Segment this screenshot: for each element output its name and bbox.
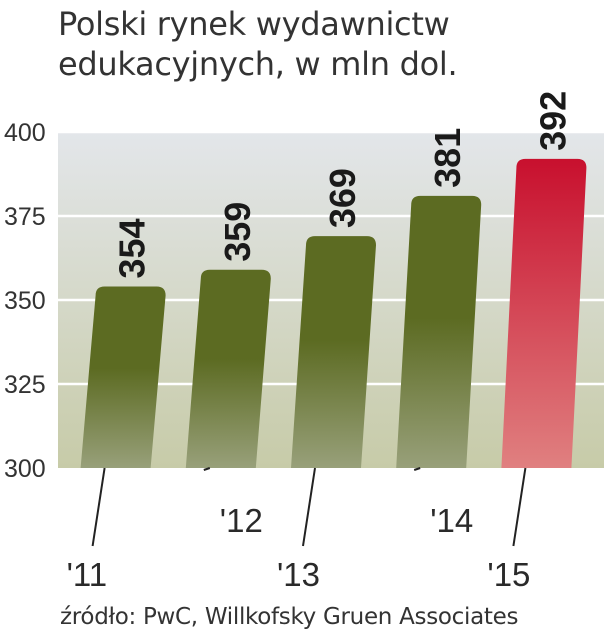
y-tick-label: 375 <box>4 203 46 231</box>
x-tick-label: '14 <box>430 502 473 539</box>
y-tick-label: 300 <box>4 455 46 483</box>
bar <box>501 158 587 468</box>
data-label: 381 <box>427 128 468 188</box>
data-label: 359 <box>217 202 258 262</box>
data-label: 369 <box>322 168 363 228</box>
x-tick-label: '11 <box>67 556 108 593</box>
x-tick-label: '13 <box>277 556 320 593</box>
chart-title-line-1: Polski rynek wydawnictw <box>58 5 450 43</box>
bar <box>396 195 482 468</box>
y-axis: 300 325 350 375 400 <box>4 119 46 483</box>
x-tick-label: '12 <box>220 502 263 539</box>
x-tick-line <box>512 467 527 547</box>
bar <box>291 236 376 468</box>
x-tick-label: '15 <box>487 556 530 593</box>
y-tick-label: 400 <box>4 119 46 147</box>
bars: 354 359 369 381 392 <box>80 91 587 468</box>
x-tick-line <box>302 467 316 547</box>
bar <box>185 269 271 468</box>
data-label: 354 <box>112 218 153 278</box>
data-label: 392 <box>532 91 573 151</box>
x-axis: '11 '12 '13 '14 '15 <box>67 467 530 593</box>
y-tick-label: 325 <box>4 371 46 399</box>
y-tick-label: 350 <box>4 287 46 315</box>
source-note: źródło: PwC, Willkofsky Gruen Associates <box>60 604 519 630</box>
chart-title-line-2: edukacyjnych, w mln dol. <box>58 45 458 83</box>
chart-title: Polski rynek wydawnictw edukacyjnych, w … <box>58 4 598 84</box>
x-tick-line <box>91 467 106 547</box>
x-tick-line <box>413 467 421 471</box>
bar <box>80 286 166 468</box>
x-tick-line <box>203 467 211 471</box>
